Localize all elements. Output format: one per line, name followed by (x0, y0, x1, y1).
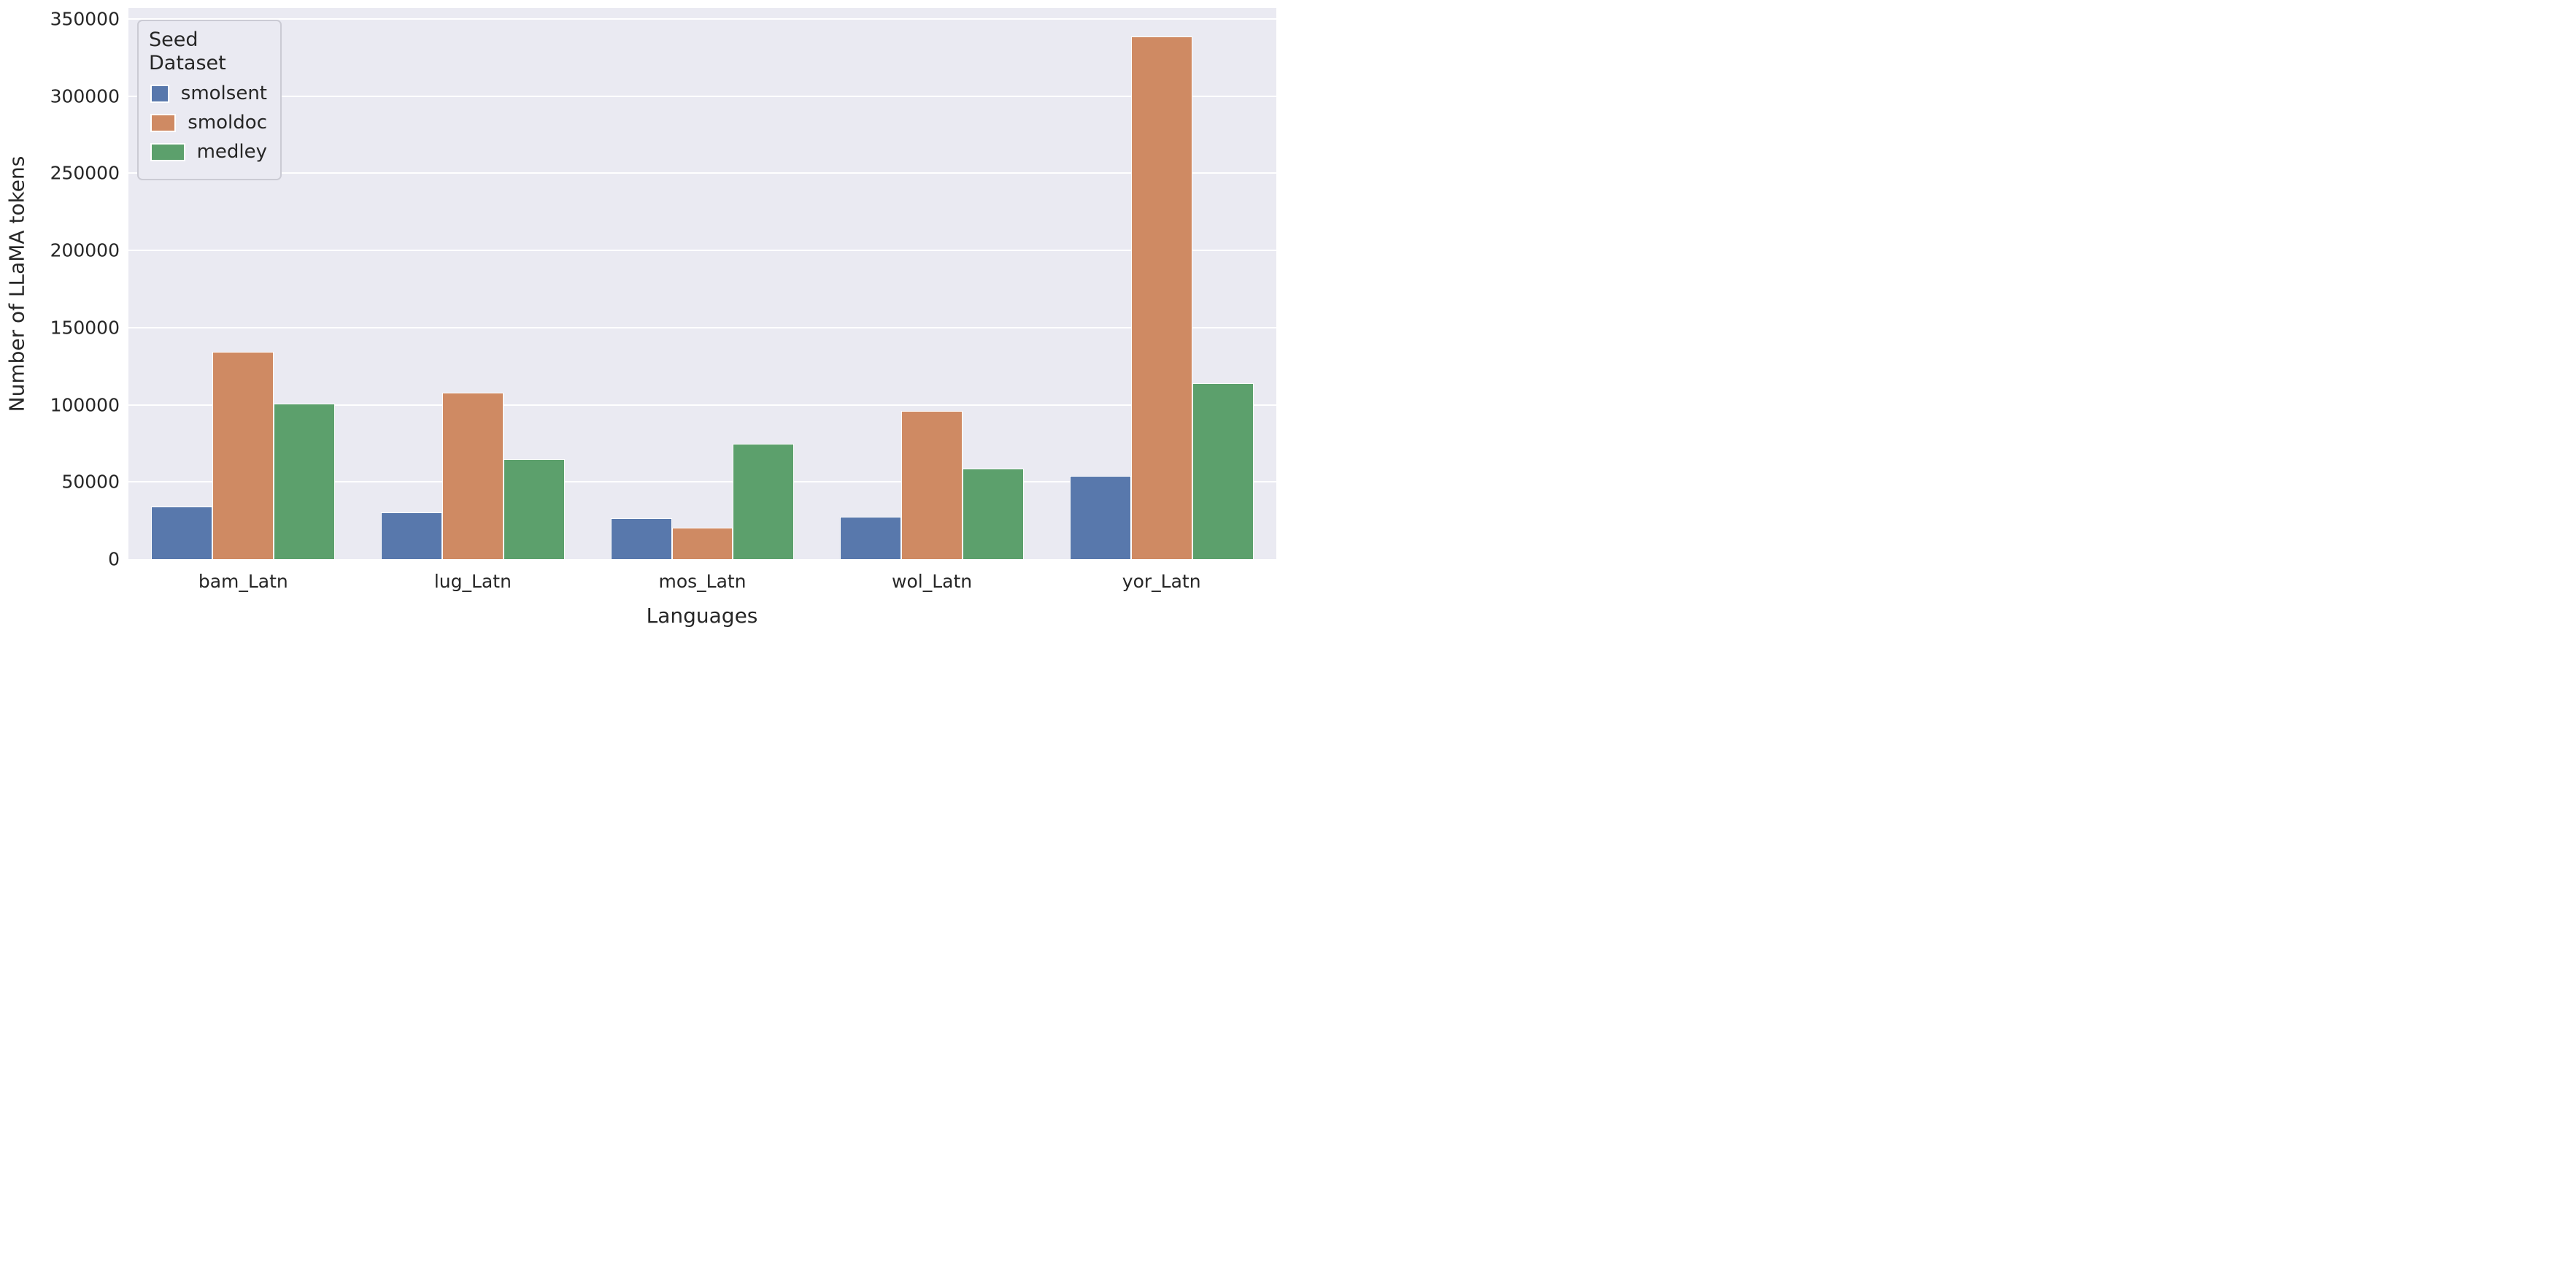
bar-mos_Latn-smolsent (610, 518, 672, 559)
legend-label: smoldoc (188, 112, 267, 134)
bar-lug_Latn-smoldoc (441, 392, 504, 559)
x-tick-label-yor_Latn: yor_Latn (1122, 571, 1201, 592)
x-axis-title: Languages (646, 604, 758, 628)
y-tick-label: 250000 (50, 162, 120, 184)
legend-label: medley (196, 141, 267, 163)
bar-mos_Latn-medley (733, 444, 795, 559)
legend: Seed Dataset smolsent smoldoc medley (137, 20, 282, 180)
legend-label: smolsent (180, 82, 267, 104)
gridline-y-200000 (128, 250, 1276, 252)
bar-wol_Latn-medley (963, 469, 1024, 559)
y-tick-label: 100000 (50, 394, 120, 415)
plot-area (128, 8, 1276, 559)
legend-swatch-smoldoc (150, 113, 177, 132)
bar-mos_Latn-smoldoc (671, 527, 733, 559)
legend-entry-smoldoc: smoldoc (150, 112, 267, 134)
legend-entries: smolsent smoldoc medley (149, 82, 267, 163)
legend-title: Seed Dataset (149, 28, 226, 74)
bar-yor_Latn-medley (1192, 382, 1254, 559)
bar-yor_Latn-smolsent (1069, 475, 1131, 559)
gridline-y-250000 (128, 172, 1276, 174)
legend-swatch-smolsent (150, 84, 169, 103)
gridline-y-300000 (128, 95, 1276, 97)
legend-entry-smolsent: smolsent (150, 82, 267, 104)
figure: Number of LLaMA tokens 0 50000 100000 15000… (0, 0, 1288, 631)
bar-lug_Latn-smolsent (381, 512, 442, 559)
x-tick-label-bam_Latn: bam_Latn (198, 571, 288, 592)
y-tick-label: 300000 (50, 85, 120, 107)
y-tick-label: 150000 (50, 317, 120, 339)
legend-entry-medley: medley (150, 141, 267, 163)
y-tick-label: 0 (108, 548, 120, 570)
bar-bam_Latn-smoldoc (212, 351, 274, 559)
legend-swatch-medley (150, 142, 185, 161)
bar-bam_Latn-medley (274, 404, 336, 559)
y-axis-title: Number of LLaMA tokens (4, 155, 29, 412)
x-tick-label-lug_Latn: lug_Latn (433, 571, 512, 592)
y-tick-label: 200000 (50, 239, 120, 261)
gridline-y-150000 (128, 326, 1276, 328)
y-tick-label: 50000 (61, 471, 120, 493)
x-tick-label-mos_Latn: mos_Latn (658, 571, 747, 592)
bar-yor_Latn-smoldoc (1130, 36, 1192, 559)
y-tick-label: 350000 (50, 8, 120, 30)
bar-lug_Latn-medley (503, 458, 565, 559)
gridline-y-350000 (128, 18, 1276, 20)
gridline-y-50000 (128, 481, 1276, 483)
bar-wol_Latn-smolsent (840, 516, 902, 559)
bar-wol_Latn-smoldoc (901, 410, 963, 559)
bar-bam_Latn-smolsent (151, 507, 213, 559)
x-tick-label-wol_Latn: wol_Latn (892, 571, 973, 592)
gridline-y-100000 (128, 404, 1276, 406)
